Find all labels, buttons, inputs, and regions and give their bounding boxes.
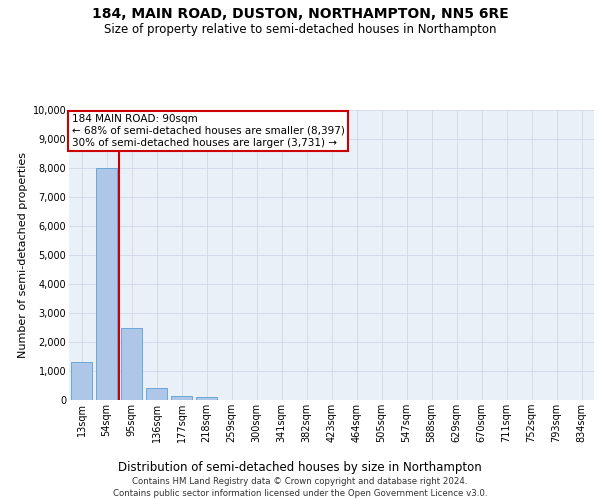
Text: Distribution of semi-detached houses by size in Northampton: Distribution of semi-detached houses by … [118, 461, 482, 474]
Bar [146, 388, 167, 400]
Bar [196, 397, 217, 400]
Bar [171, 396, 192, 400]
Text: Size of property relative to semi-detached houses in Northampton: Size of property relative to semi-detach… [104, 22, 496, 36]
Text: 184 MAIN ROAD: 90sqm
← 68% of semi-detached houses are smaller (8,397)
30% of se: 184 MAIN ROAD: 90sqm ← 68% of semi-detac… [71, 114, 344, 148]
Bar [121, 328, 142, 400]
Text: Contains HM Land Registry data © Crown copyright and database right 2024.
Contai: Contains HM Land Registry data © Crown c… [113, 476, 487, 498]
Y-axis label: Number of semi-detached properties: Number of semi-detached properties [19, 152, 28, 358]
Bar [96, 168, 117, 400]
Text: 184, MAIN ROAD, DUSTON, NORTHAMPTON, NN5 6RE: 184, MAIN ROAD, DUSTON, NORTHAMPTON, NN5… [92, 8, 508, 22]
Bar [71, 362, 92, 400]
